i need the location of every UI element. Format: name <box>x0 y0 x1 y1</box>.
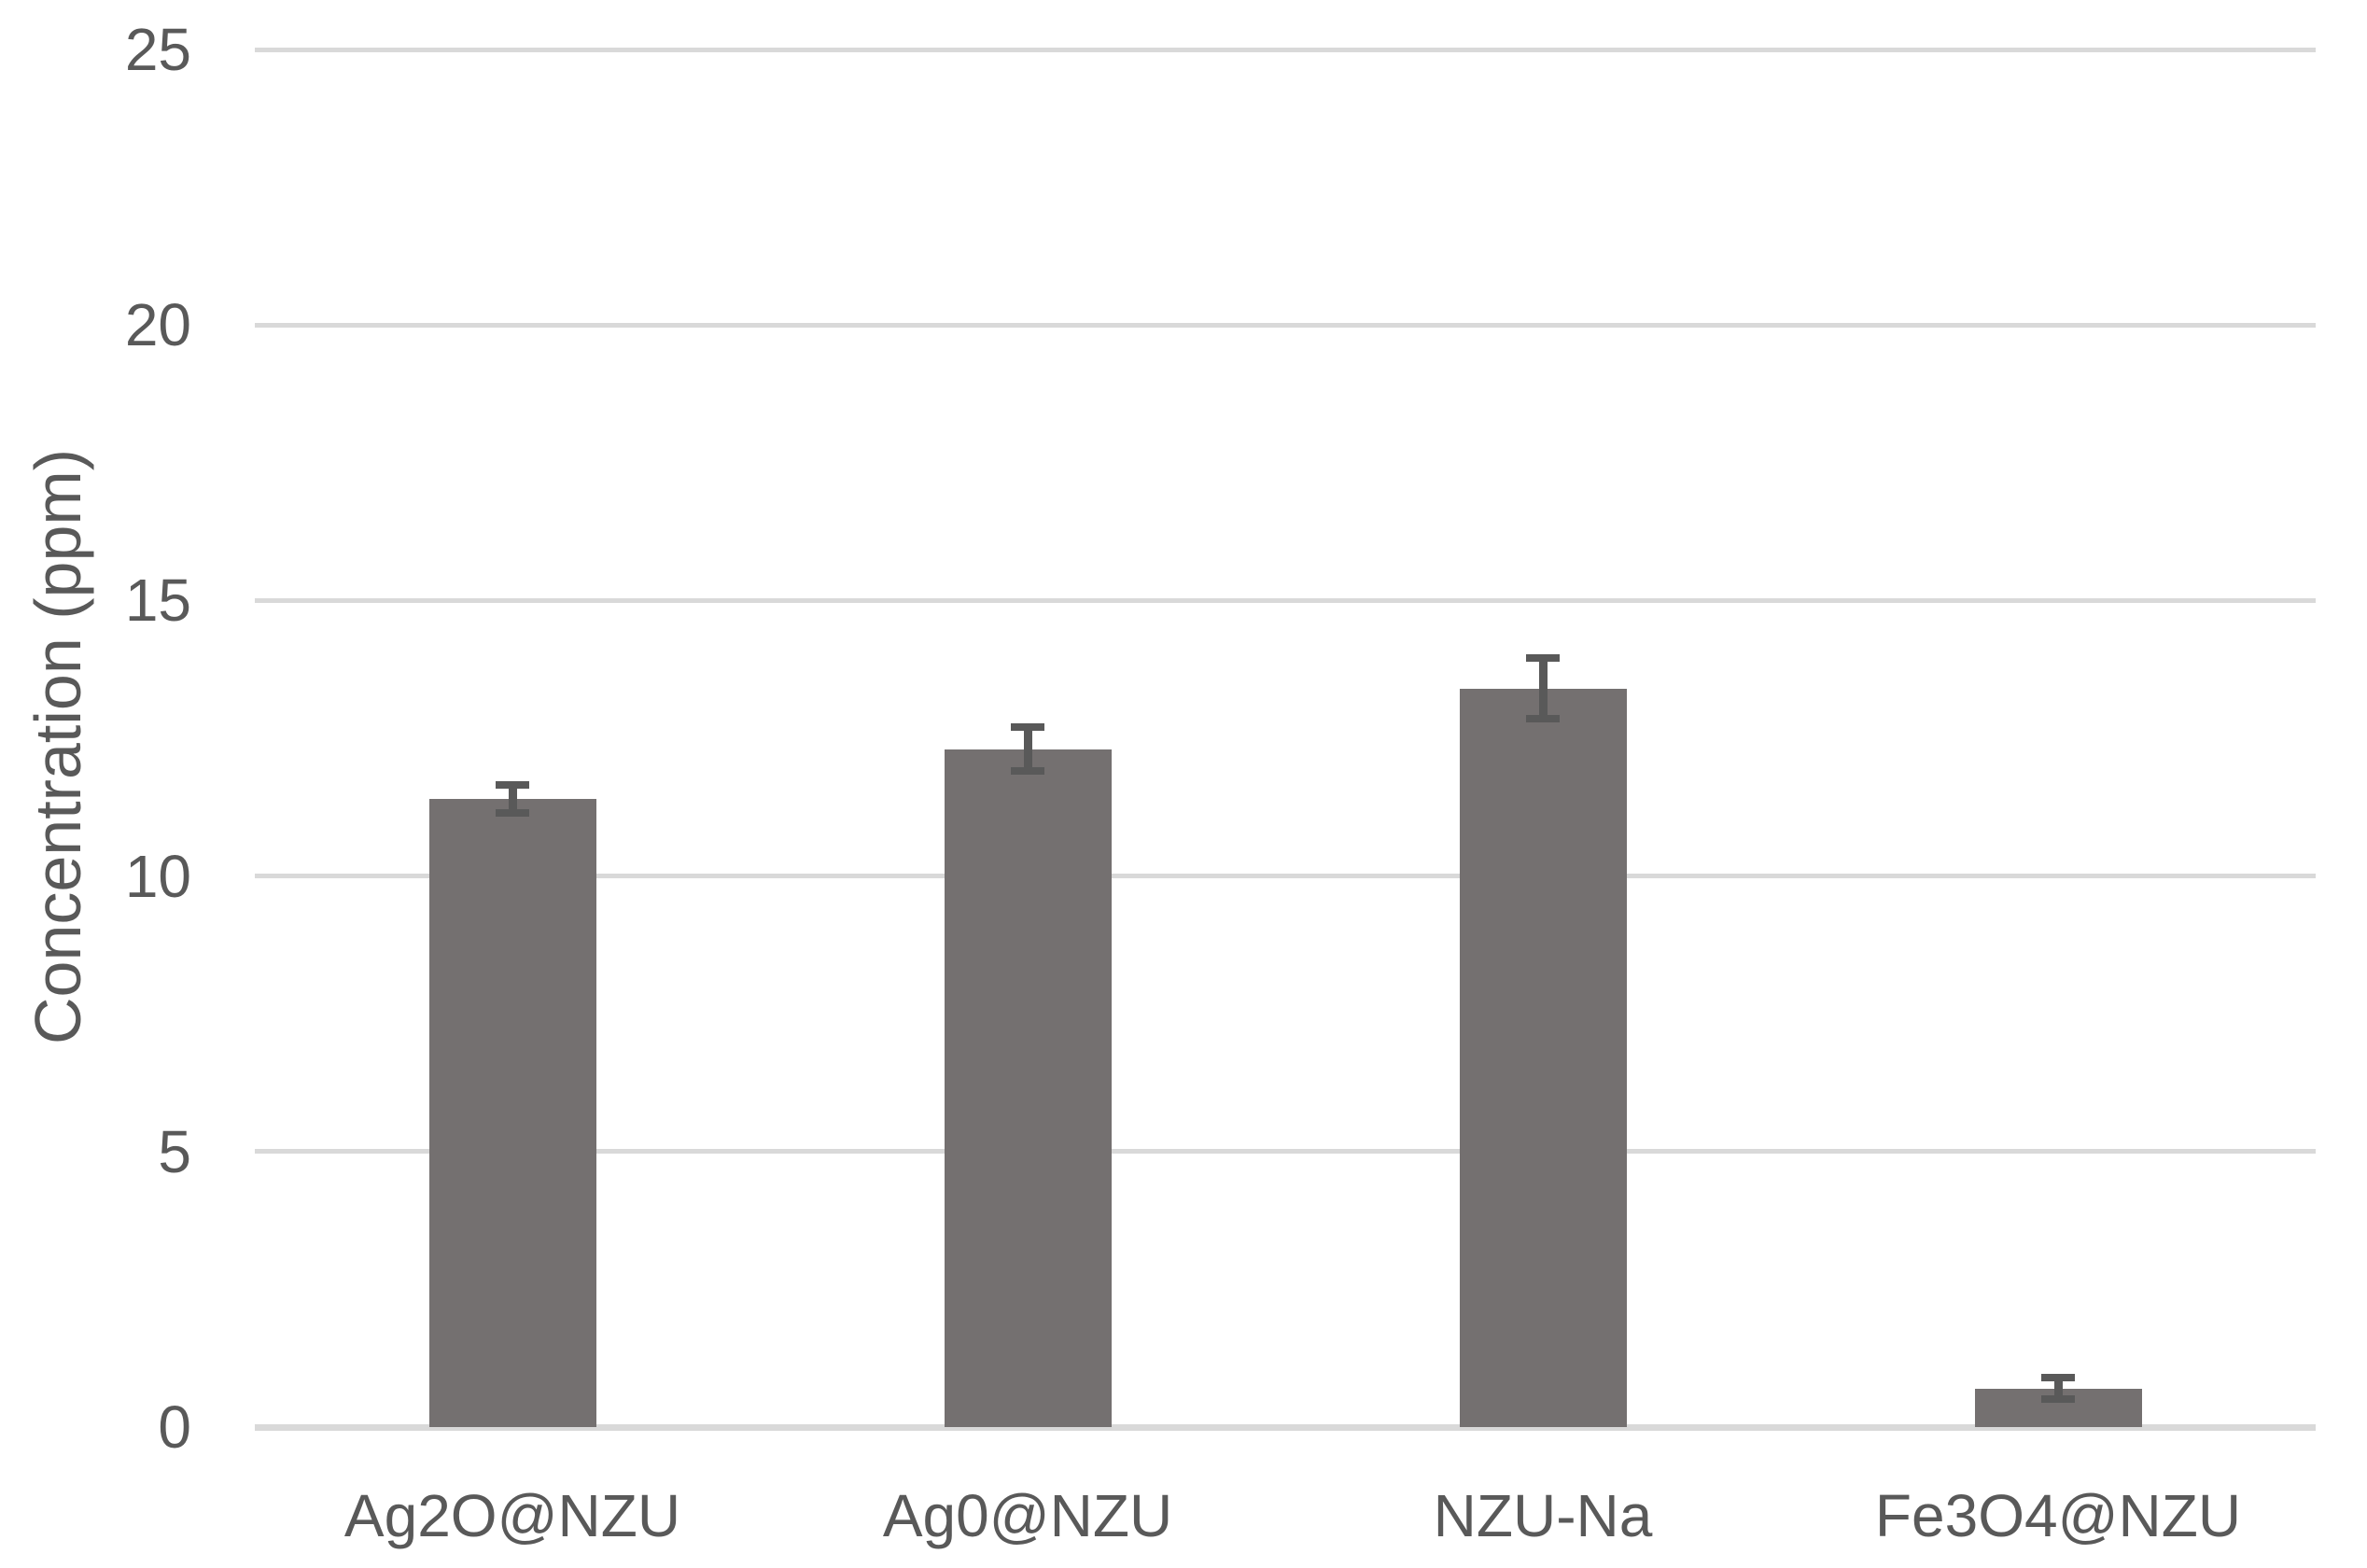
gridline <box>255 47 2316 52</box>
error-bar-top-cap <box>496 781 529 790</box>
bar-ag0-nzu <box>944 749 1112 1427</box>
error-bar-bottom-cap <box>496 808 529 817</box>
error-bar-ag2o-nzu <box>508 785 517 813</box>
y-tick-label: 5 <box>158 1117 191 1185</box>
y-tick-label: 20 <box>124 291 191 359</box>
gridline <box>255 322 2316 328</box>
x-category-label-ag2o-nzu: Ag2O@NZU <box>343 1482 681 1549</box>
error-bar-top-cap <box>1011 723 1044 732</box>
y-tick-label: 10 <box>124 842 191 910</box>
x-category-label-ag0-nzu: Ag0@NZU <box>882 1482 1173 1549</box>
gridline <box>255 597 2316 603</box>
error-bar-ag0-nzu <box>1023 727 1032 772</box>
y-tick-label: 25 <box>124 16 191 83</box>
error-bar-bottom-cap <box>2041 1395 2075 1404</box>
error-bar-top-cap <box>2041 1373 2075 1381</box>
gridline <box>255 874 2316 879</box>
y-tick-label: 0 <box>158 1393 191 1461</box>
error-bar-top-cap <box>1526 654 1560 663</box>
error-bar-bottom-cap <box>1011 767 1044 776</box>
gridline <box>255 1149 2316 1155</box>
error-bar-bottom-cap <box>1526 715 1560 723</box>
bar-ag2o-nzu <box>428 798 596 1427</box>
x-category-label-fe3o4-nzu: Fe3O4@NZU <box>1874 1482 2242 1549</box>
x-axis-line <box>255 1423 2316 1431</box>
bar-nzu-na <box>1459 688 1627 1427</box>
error-bar-fe3o4-nzu <box>2053 1377 2063 1400</box>
error-bar-nzu-na <box>1538 658 1548 720</box>
y-tick-label: 15 <box>124 567 191 635</box>
x-category-label-nzu-na: NZU-Na <box>1433 1482 1653 1549</box>
